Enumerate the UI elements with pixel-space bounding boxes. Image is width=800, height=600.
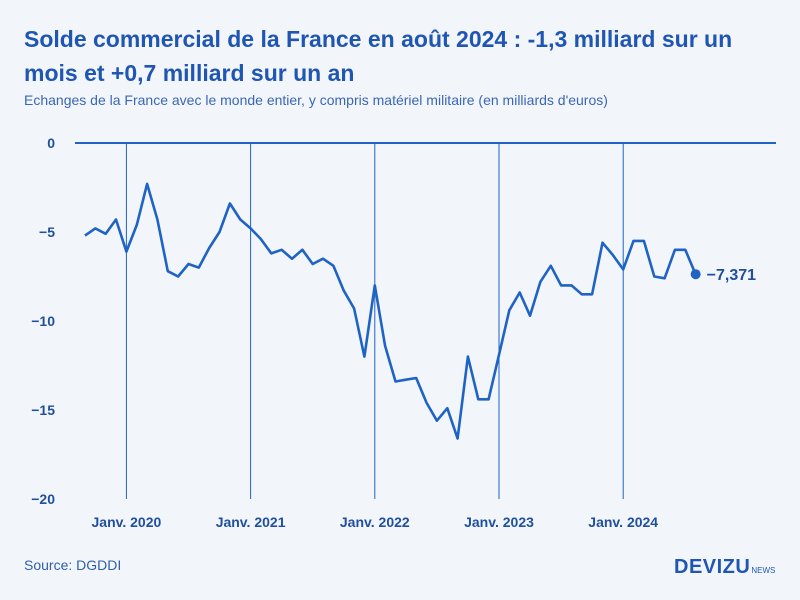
chart-title: Solde commercial de la France en août 20… [24,26,733,86]
y-tick-label: −15 [31,402,55,418]
source-note: Source: DGDDI [24,557,122,573]
chart-subtitle: Echanges de la France avec le monde enti… [24,92,608,108]
x-tick-label: Janv. 2024 [588,514,658,530]
x-axis-ticks: Janv. 2020 Janv. 2021 Janv. 2022 Janv. 2023… [92,514,659,530]
series-line-solde-commercial [84,182,697,440]
brand-logo: DEVIZU NEWS [674,556,775,579]
y-tick-label: −20 [31,491,55,507]
x-tick-label: Janv. 2022 [340,514,410,530]
x-tick-label: Janv. 2021 [216,514,286,530]
vertical-gridlines [125,143,624,499]
y-tick-label: −10 [31,313,55,329]
y-tick-label: −5 [39,224,55,240]
y-axis-ticks: 0 −5 −10 −15 −20 [31,135,55,507]
y-tick-label: 0 [47,135,55,151]
last-data-point [690,269,701,280]
brand-subname: NEWS [751,566,776,575]
last-value-label: −7,371 [707,267,756,284]
x-tick-label: Janv. 2023 [464,514,534,530]
brand-name: DEVIZU [674,556,751,578]
x-tick-label: Janv. 2020 [92,514,162,530]
